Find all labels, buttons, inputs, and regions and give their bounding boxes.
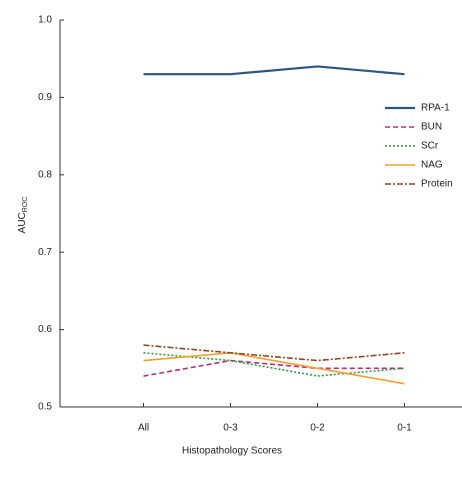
series-line — [143, 352, 405, 385]
legend-label: NAG — [421, 160, 443, 171]
series-line — [143, 344, 405, 362]
y-tick-label: 1.0 — [38, 15, 52, 26]
legend-label: BUN — [421, 122, 442, 133]
y-tick-label: 0.8 — [38, 169, 52, 180]
legend-label: RPA-1 — [421, 103, 450, 114]
y-tick-label: 0.7 — [38, 247, 52, 258]
x-axis-label: Histopathology Scores — [182, 446, 282, 457]
x-tick-label: 0-3 — [223, 423, 238, 434]
legend-label: SCr — [421, 141, 439, 152]
y-tick-label: 0.5 — [38, 402, 52, 413]
x-tick-label: All — [138, 423, 149, 434]
y-axis-label: AUCROC — [17, 197, 29, 234]
y-axis-label-sub: ROC — [22, 197, 29, 213]
y-tick-label: 0.9 — [38, 92, 52, 103]
series-line — [143, 65, 405, 76]
x-tick-label: 0-2 — [310, 423, 325, 434]
x-tick-label: 0-1 — [397, 423, 412, 434]
y-axis-label-main: AUC — [17, 212, 28, 233]
legend-label: Protein — [421, 179, 453, 190]
series-line — [143, 359, 405, 377]
y-tick-label: 0.6 — [38, 324, 52, 335]
